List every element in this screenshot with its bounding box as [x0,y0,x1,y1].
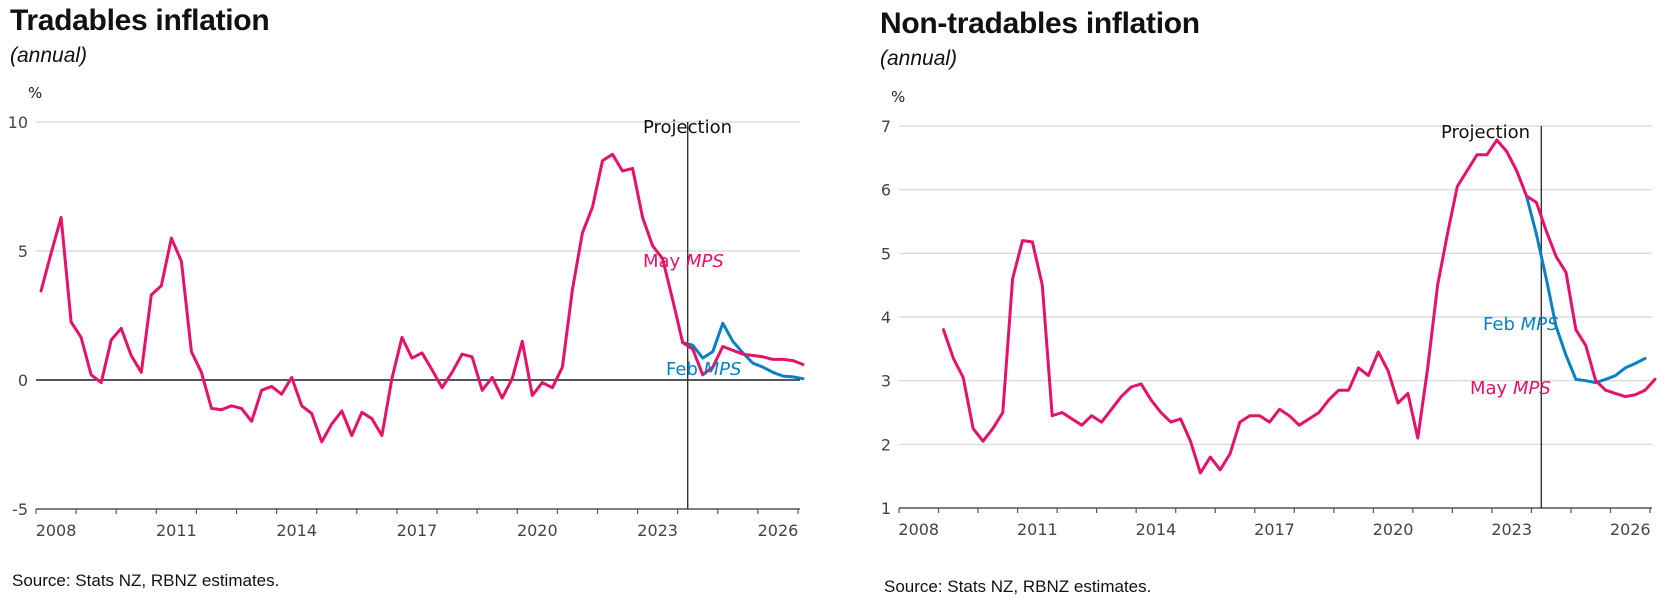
x-tick-label: 2023 [637,521,678,540]
x-tick-label: 2017 [397,521,438,540]
chart-subtitle: (annual) [10,44,88,67]
x-tick-label: 2020 [1373,520,1414,539]
projection-label: Projection [643,117,732,138]
x-tick-label: 2023 [1491,520,1532,539]
series-label-feb-mps: Feb MPS [666,359,741,380]
x-tick-label: 2017 [1254,520,1295,539]
x-tick-label: 2014 [276,521,317,540]
y-unit-label: % [891,88,905,106]
source-note: Source: Stats NZ, RBNZ estimates. [12,571,280,590]
tradables-panel: Tradables inflation (annual) -5 0 5 10% 2008… [8,4,805,590]
chart-title: Tradables inflation [10,4,270,37]
x-tick-label: 2026 [758,521,799,540]
series-line-may-mps [39,152,805,444]
y-tick-label: 1 [881,499,891,518]
source-note: Source: Stats NZ, RBNZ estimates. [884,577,1152,596]
y-tick-label: 3 [881,372,891,391]
x-tick-label: 2026 [1610,520,1651,539]
y-tick-label: 5 [18,242,28,261]
y-tick-label: 6 [881,181,891,200]
projection-label: Projection [1441,122,1530,143]
y-tick-label: 2 [881,435,891,454]
y-tick-label: 7 [881,117,891,136]
series-label-may-mps: May MPS [643,251,724,272]
y-unit-label: % [28,84,42,102]
chart-subtitle: (annual) [880,47,958,70]
chart-title: Non-tradables inflation [880,7,1200,40]
series-line-feb-mps [1525,194,1647,385]
x-tick-label: 2014 [1136,520,1177,539]
y-tick-label: 0 [18,371,28,390]
x-tick-label: 2011 [156,521,197,540]
y-tick-label: -5 [12,500,28,519]
tradables-chart: -5 0 5 10% 2008 2011 2014 2017 2020 2023 2026 Proje… [8,84,805,540]
y-tick-label: 4 [881,308,891,327]
non-tradables-chart: 1 2 3 4 5 6 7% 2008 2011 2014 2017 2020 2023 2026 Proj… [881,88,1657,539]
y-tick-label: 5 [881,244,891,263]
x-tick-label: 2008 [36,521,77,540]
non-tradables-panel: Non-tradables inflation (annual) 1 2 3 4 5 6 7… [840,0,1680,603]
series-label-feb-mps: Feb MPS [1483,314,1558,335]
x-tick-label: 2020 [517,521,558,540]
series-label-may-mps: May MPS [1470,378,1551,399]
series-line-may-mps [942,138,1657,475]
x-tick-label: 2011 [1017,520,1058,539]
y-tick-label: 10 [8,113,28,132]
x-tick-label: 2008 [898,520,939,539]
